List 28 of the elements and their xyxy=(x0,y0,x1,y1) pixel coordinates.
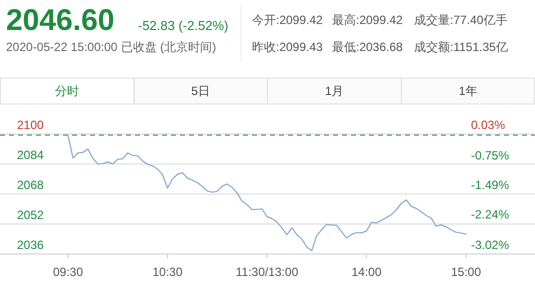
y-tick-label: 2036 xyxy=(17,238,44,252)
text: -52.83 (-2.52%) xyxy=(138,18,228,33)
x-tick-label: 14:00 xyxy=(351,265,382,279)
text: 成交额:1151.35亿 xyxy=(414,40,508,54)
y2-tick-label: -0.75% xyxy=(471,148,510,163)
text: 5日 xyxy=(191,84,210,98)
text: 2046.60 xyxy=(6,4,114,37)
text: 今开:2099.42 xyxy=(252,13,324,27)
text: 1月 xyxy=(325,84,344,98)
text: 1年 xyxy=(458,84,478,98)
text: 成交量:77.40亿手 xyxy=(414,13,508,27)
x-tick-label: 15:00 xyxy=(450,265,482,279)
text: 分时 xyxy=(54,84,79,98)
y2-tick-label: -2.24% xyxy=(471,207,510,222)
text: 昨收:2099.43 xyxy=(252,40,324,54)
y2-tick-label: -3.02% xyxy=(471,238,510,252)
x-tick-label: 10:30 xyxy=(152,265,183,279)
x-tick-label: 11:30/13:00 xyxy=(236,265,299,279)
text: 最低:2036.68 xyxy=(332,40,404,54)
text: 2020-05-22 15:00:00 已收盘 (北京时间) xyxy=(6,40,216,54)
y-tick-label: 2084 xyxy=(17,148,44,162)
y2-tick-label: 0.03% xyxy=(471,118,506,132)
y-tick-label: 2068 xyxy=(17,178,44,192)
x-tick-label: 09:30 xyxy=(52,265,84,279)
y-tick-label: 2100 xyxy=(17,118,44,132)
text: 最高:2099.42 xyxy=(332,13,404,27)
y-tick-label: 2052 xyxy=(17,208,44,222)
y2-tick-label: -1.49% xyxy=(471,178,510,192)
